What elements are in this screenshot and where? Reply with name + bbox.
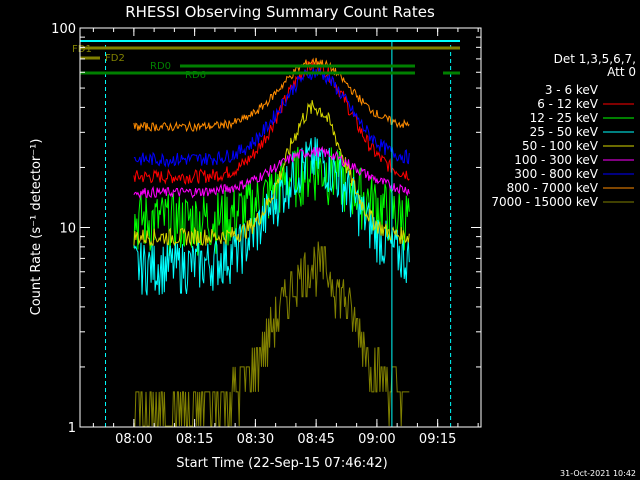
y-axis-label: Count Rate (s⁻¹ detector⁻¹)	[29, 139, 44, 316]
legend-label-7: 800 - 7000 keV	[507, 181, 599, 195]
legend-label-0: 3 - 6 keV	[545, 83, 599, 97]
series-line-8	[133, 241, 410, 427]
legend-header-1: Att 0	[607, 65, 636, 79]
series-line-6	[133, 66, 410, 168]
series-line-3	[133, 137, 410, 296]
x-tick-label-4: 09:00	[358, 432, 395, 447]
axis-ticks: 08:00 08:15 08:30 08:45 09:00 09:15 1 10 100	[51, 22, 481, 447]
series-line-0	[133, 33, 410, 45]
series-line-7	[133, 57, 410, 133]
x-axis-label: Start Time (22-Sep-15 07:46:42)	[176, 456, 387, 471]
legend-label-5: 100 - 300 keV	[514, 153, 598, 167]
legend-label-2: 12 - 25 keV	[530, 111, 599, 125]
footer-timestamp: 31-Oct-2021 10:42	[560, 469, 636, 478]
flag-label-fd1: FD1	[72, 44, 92, 55]
x-tick-label-0: 08:00	[115, 432, 152, 447]
x-tick-label-2: 08:30	[237, 432, 274, 447]
flag-label-fd2: FD2	[105, 53, 125, 64]
x-tick-label-1: 08:15	[176, 432, 213, 447]
y-tick-label-0: 1	[68, 421, 76, 436]
y-tick-label-2: 100	[51, 22, 76, 37]
series-line-5	[133, 145, 410, 200]
plot-clip-group: FD1 FD2 RD0 RD6	[72, 33, 460, 427]
legend-label-3: 25 - 50 keV	[530, 125, 599, 139]
legend-label-4: 50 - 100 keV	[522, 139, 599, 153]
legend-label-8: 7000 - 15000 keV	[491, 195, 598, 209]
y-tick-label-1: 10	[59, 222, 76, 237]
x-tick-label-3: 08:45	[297, 432, 334, 447]
plot-area	[80, 28, 481, 427]
series-line-2	[133, 144, 410, 257]
legend-label-6: 300 - 800 keV	[514, 167, 598, 181]
x-tick-label-5: 09:15	[419, 432, 456, 447]
legend-label-1: 6 - 12 keV	[537, 97, 599, 111]
chart-title: RHESSI Observing Summary Count Rates	[125, 3, 435, 21]
series-line-4	[133, 100, 410, 247]
legend-header-0: Det 1,3,5,6,7,	[554, 52, 636, 66]
flag-label-rd6: RD6	[185, 70, 206, 81]
series-line-1	[133, 59, 410, 186]
flag-label-rd0: RD0	[150, 61, 171, 72]
